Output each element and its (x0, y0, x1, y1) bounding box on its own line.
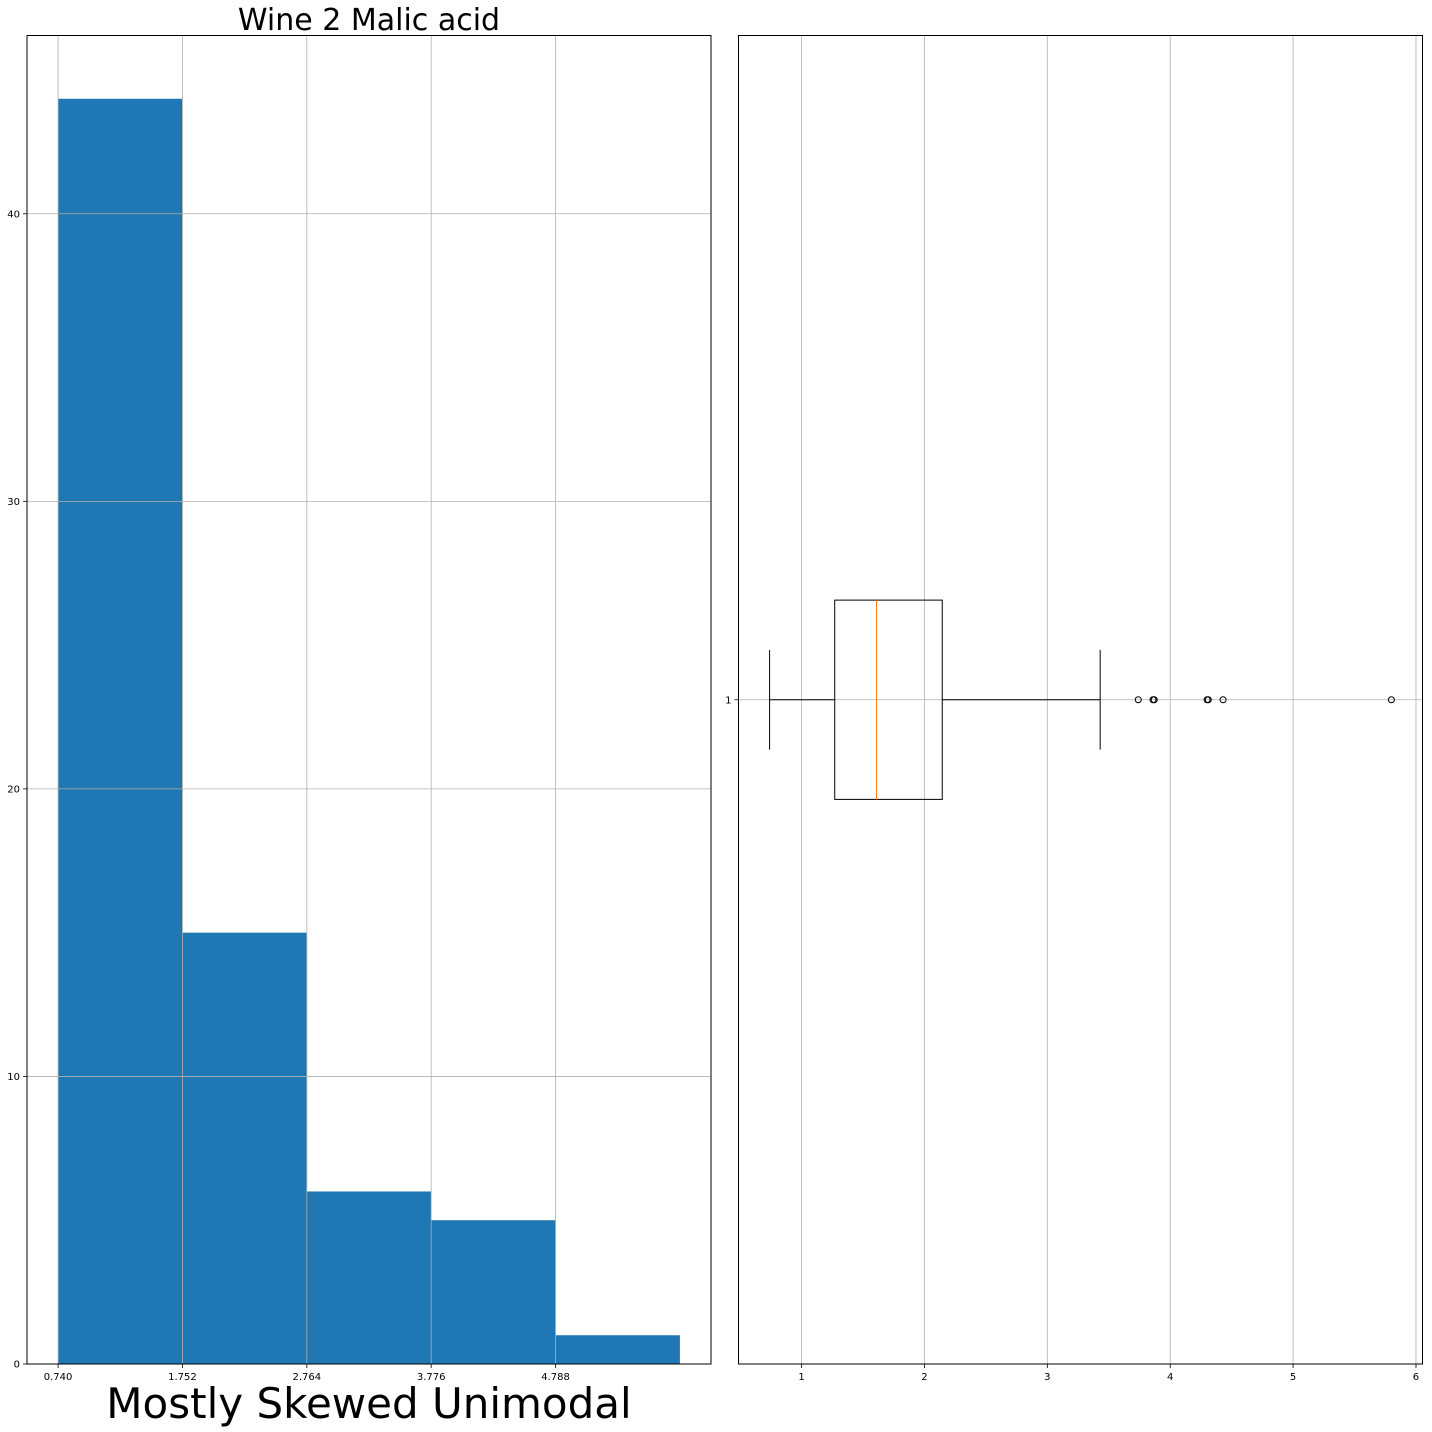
boxplot-panel: 1 2 3 4 5 6 1 (725, 35, 1423, 1383)
histogram-x-tick-label: 1.752 (168, 1372, 197, 1383)
boxplot-y-ticks: 1 (725, 695, 739, 706)
histogram-y-tick-label: 30 (7, 497, 20, 508)
histogram-bar (306, 1191, 432, 1364)
boxplot-box (834, 599, 943, 800)
boxplot-outlier-point (1387, 696, 1395, 704)
boxplot-outlier-point (1150, 696, 1158, 704)
histogram-y-ticks: 0 10 20 30 40 (7, 209, 27, 1371)
histogram-bar (58, 98, 183, 1364)
boxplot-x-ticks: 1 2 3 4 5 6 (798, 1364, 1419, 1383)
histogram-axes-frame (26, 35, 712, 1365)
boxplot-x-tick-label: 1 (798, 1372, 804, 1383)
histogram-x-ticks: 0.740 1.752 2.764 3.776 4.788 (44, 1364, 570, 1383)
boxplot-outlier-point (1134, 696, 1142, 704)
boxplot-outlier-point (1219, 696, 1227, 704)
histogram-panel: 0.740 1.752 2.764 3.776 4.788 0 10 20 30 40 Wine… (7, 3, 712, 1428)
boxplot-x-tick-label: 6 (1413, 1372, 1419, 1383)
histogram-x-tick-label: 0.740 (44, 1372, 73, 1383)
histogram-bar (555, 1335, 680, 1364)
boxplot-y-tick-label: 1 (725, 695, 731, 706)
histogram-y-tick-label: 20 (7, 784, 20, 795)
histogram-title: Wine 2 Malic acid (238, 3, 500, 38)
histogram-bar (431, 1220, 556, 1364)
histogram-x-tick-label: 3.776 (417, 1372, 446, 1383)
histogram-x-tick-label: 4.788 (541, 1372, 570, 1383)
histogram-x-tick-label: 2.764 (292, 1372, 321, 1383)
boxplot-x-tick-label: 5 (1290, 1372, 1296, 1383)
histogram-x-axis-label: Mostly Skewed Unimodal (106, 1379, 631, 1428)
boxplot-marks (769, 599, 1395, 800)
histogram-y-tick-label: 40 (7, 209, 20, 220)
histogram-y-tick-label: 10 (7, 1072, 20, 1083)
boxplot-outlier-point (1204, 696, 1212, 704)
histogram-bar (182, 932, 307, 1364)
histogram-y-tick-label: 0 (14, 1360, 20, 1371)
boxplot-x-tick-label: 4 (1167, 1372, 1173, 1383)
histogram-bars (58, 98, 680, 1364)
boxplot-x-tick-label: 3 (1044, 1372, 1050, 1383)
boxplot-x-tick-label: 2 (921, 1372, 927, 1383)
